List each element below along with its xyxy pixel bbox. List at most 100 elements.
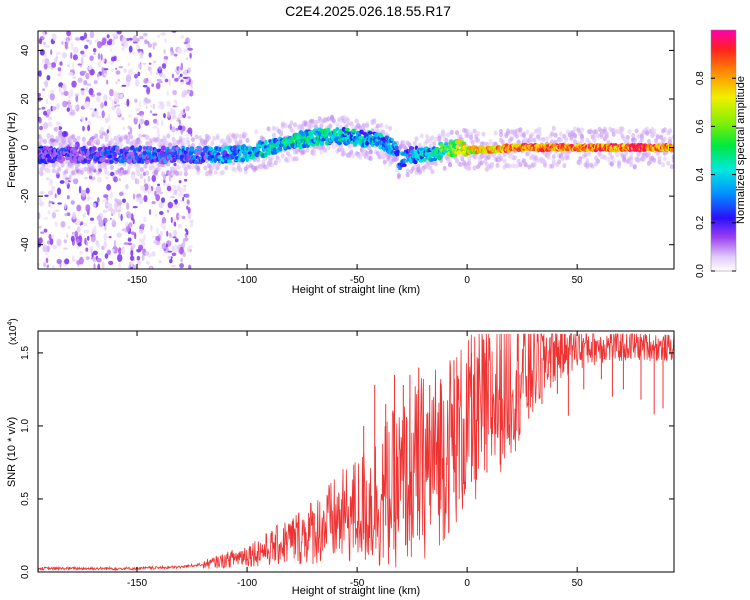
heatmap-noise-cell xyxy=(49,93,55,101)
heatmap-noise-cell xyxy=(51,265,55,269)
heatmap-noise-cell xyxy=(152,126,158,129)
heatmap-noise-cell xyxy=(132,193,136,200)
heatmap-noise-cell xyxy=(85,117,88,121)
heatmap-ridge-cell xyxy=(125,146,130,150)
heatmap-noise-cell xyxy=(129,127,133,135)
heatmap-noise-cell xyxy=(72,76,76,79)
heatmap-noise-cell xyxy=(169,232,172,238)
heatmap-noise-cell xyxy=(158,101,164,104)
heatmap-halo-cell xyxy=(506,128,511,134)
heatmap-noise-cell xyxy=(110,48,113,52)
heatmap-noise-cell xyxy=(59,61,63,66)
heatmap-noise-cell xyxy=(115,81,118,85)
heatmap-halo-cell xyxy=(604,131,609,137)
heatmap-noise-cell xyxy=(157,105,162,109)
snr-scale-prefix: (x10 xyxy=(8,325,19,345)
heatmap-noise-cell xyxy=(184,178,188,182)
heatmap-noise-cell xyxy=(155,194,160,202)
heatmap-ridge-cell xyxy=(344,127,350,132)
heatmap-noise-cell xyxy=(70,179,74,182)
heatmap-noise-cell xyxy=(140,185,146,191)
heatmap-halo-cell xyxy=(592,133,597,139)
heatmap-noise-cell xyxy=(72,62,75,71)
heatmap-halo-cell xyxy=(606,156,611,162)
heatmap-noise-cell xyxy=(85,256,90,261)
heatmap-noise-cell xyxy=(177,202,180,207)
heatmap-noise-cell xyxy=(106,184,111,191)
heatmap-halo-cell xyxy=(39,166,44,172)
heatmap-ridge-cell xyxy=(48,156,52,161)
heatmap-noise-cell xyxy=(161,63,167,69)
heatmap-noise-cell xyxy=(117,79,120,82)
heatmap-halo-cell xyxy=(530,131,535,137)
heatmap-noise-cell xyxy=(178,180,182,184)
heatmap-halo-cell xyxy=(611,128,616,134)
heatmap-ridge-cell xyxy=(147,152,152,157)
spectrogram-x-tick-label: 0 xyxy=(464,275,470,286)
heatmap-noise-cell xyxy=(172,236,177,239)
heatmap-noise-cell xyxy=(92,48,97,53)
spectrogram-heatmap xyxy=(38,31,674,269)
heatmap-noise-cell xyxy=(45,257,49,263)
heatmap-noise-cell xyxy=(128,62,131,67)
heatmap-noise-cell xyxy=(157,34,161,38)
heatmap-noise-cell xyxy=(81,70,87,74)
heatmap-noise-cell xyxy=(114,198,118,203)
heatmap-noise-cell xyxy=(186,205,189,210)
snr-frame xyxy=(37,330,675,573)
heatmap-ridge-cell xyxy=(367,131,373,135)
heatmap-halo-cell xyxy=(657,155,662,161)
heatmap-noise-cell xyxy=(61,91,65,96)
heatmap-noise-cell xyxy=(171,264,176,268)
heatmap-halo-cell xyxy=(138,140,143,146)
heatmap-halo-cell xyxy=(481,141,486,147)
heatmap-halo-cell xyxy=(668,136,672,142)
heatmap-noise-cell xyxy=(133,117,138,125)
heatmap-halo-cell xyxy=(652,157,657,163)
heatmap-noise-cell xyxy=(43,262,46,268)
heatmap-noise-cell xyxy=(138,123,141,130)
heatmap-noise-cell xyxy=(187,207,191,214)
heatmap-noise-cell xyxy=(177,223,182,229)
heatmap-noise-cell xyxy=(163,48,166,55)
heatmap-noise-cell xyxy=(112,33,118,37)
heatmap-halo-cell xyxy=(277,157,282,163)
heatmap-halo-cell xyxy=(458,162,463,167)
heatmap-halo-cell xyxy=(433,161,438,167)
heatmap-noise-cell xyxy=(38,70,42,77)
heatmap-noise-cell xyxy=(88,88,94,96)
heatmap-noise-cell xyxy=(44,58,50,65)
heatmap-noise-cell xyxy=(84,176,88,180)
heatmap-halo-cell xyxy=(365,150,370,156)
heatmap-noise-cell xyxy=(135,79,140,87)
heatmap-noise-cell xyxy=(115,107,122,116)
heatmap-halo-cell xyxy=(97,168,102,174)
snr-x-tick-label: -50 xyxy=(350,578,365,589)
heatmap-noise-cell xyxy=(56,258,62,265)
heatmap-halo-cell xyxy=(490,161,495,167)
heatmap-noise-cell xyxy=(112,218,115,225)
heatmap-halo-cell xyxy=(220,138,225,144)
heatmap-ridge-cell xyxy=(390,138,394,142)
heatmap-noise-cell xyxy=(133,51,136,56)
heatmap-noise-cell xyxy=(152,44,155,50)
heatmap-noise-cell xyxy=(159,211,164,215)
heatmap-noise-cell xyxy=(42,88,46,91)
heatmap-halo-cell xyxy=(270,162,275,168)
heatmap-noise-cell xyxy=(48,190,54,196)
heatmap-halo-cell xyxy=(220,170,225,176)
heatmap-noise-cell xyxy=(163,55,169,61)
heatmap-noise-cell xyxy=(130,266,134,269)
heatmap-halo-cell xyxy=(190,164,195,170)
amplitude-colorbar: 0.0 0.2 0.4 0.6 0.8 Normalized spectral ampl… xyxy=(695,29,747,278)
heatmap-noise-cell xyxy=(179,199,183,202)
heatmap-noise-cell xyxy=(184,193,190,198)
heatmap-halo-cell xyxy=(551,159,556,164)
heatmap-noise-cell xyxy=(190,85,193,89)
heatmap-noise-cell xyxy=(189,219,194,224)
heatmap-noise-cell xyxy=(111,105,116,111)
heatmap-halo-cell xyxy=(405,172,410,178)
heatmap-halo-cell xyxy=(659,135,664,140)
heatmap-noise-cell xyxy=(183,41,188,45)
heatmap-noise-cell xyxy=(177,47,183,55)
